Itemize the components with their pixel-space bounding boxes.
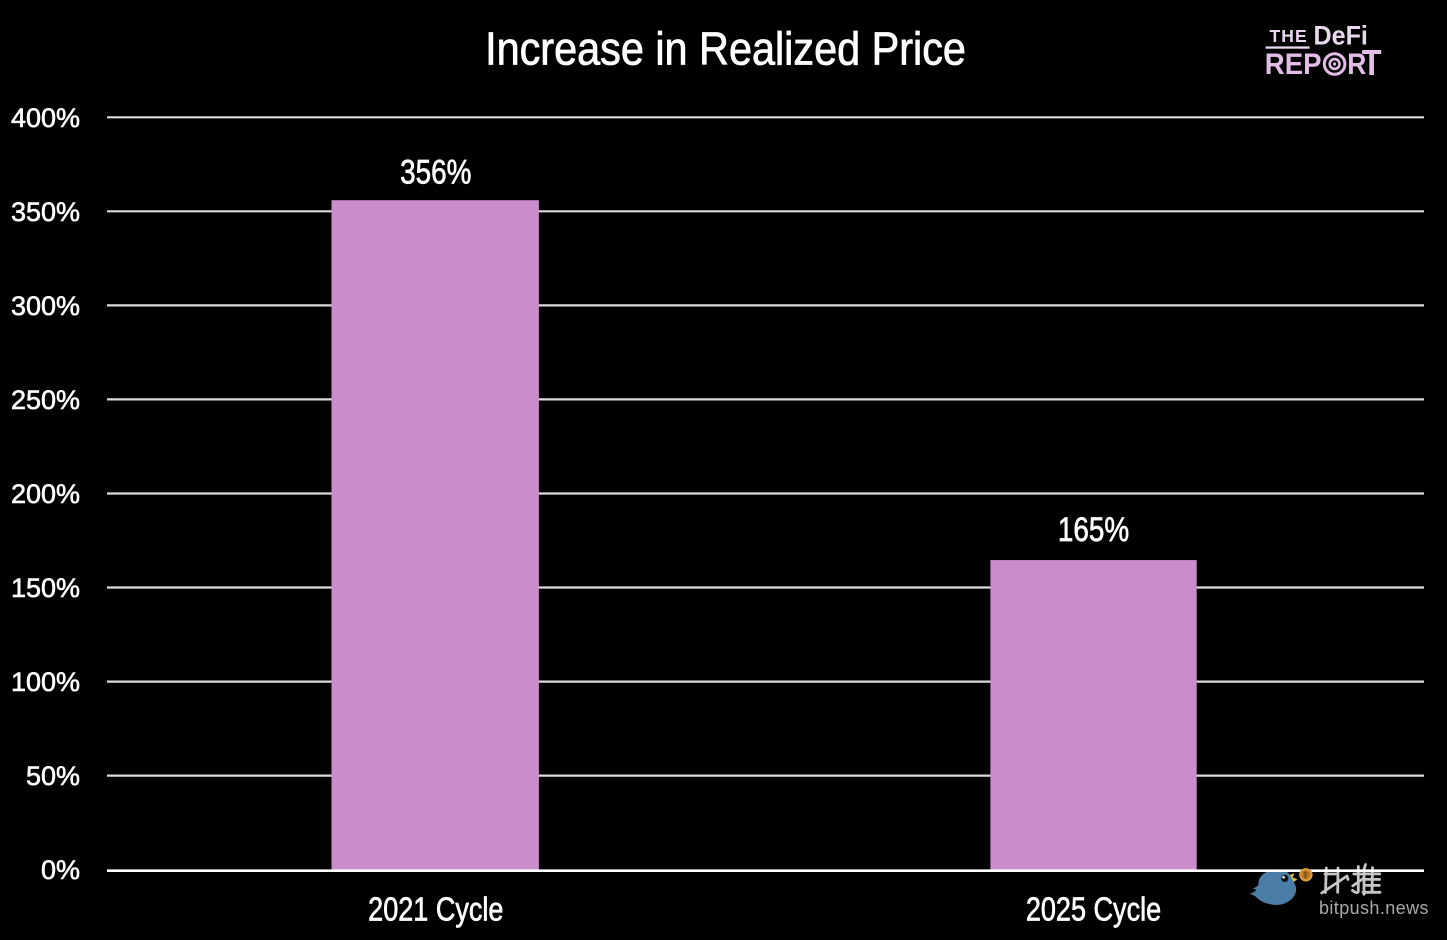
svg-text:100%: 100% bbox=[11, 667, 80, 697]
svg-text:350%: 350% bbox=[11, 197, 80, 227]
svg-text:DeFi: DeFi bbox=[1314, 20, 1368, 51]
svg-text:2025 Cycle: 2025 Cycle bbox=[1026, 892, 1161, 928]
svg-text:50%: 50% bbox=[26, 761, 80, 791]
svg-text:165%: 165% bbox=[1058, 511, 1129, 549]
svg-text:200%: 200% bbox=[11, 479, 80, 509]
svg-text:2021 Cycle: 2021 Cycle bbox=[368, 892, 503, 928]
svg-text:THE: THE bbox=[1270, 26, 1308, 46]
svg-text:300%: 300% bbox=[11, 291, 80, 321]
svg-text:400%: 400% bbox=[11, 103, 80, 133]
svg-text:0%: 0% bbox=[41, 855, 80, 885]
svg-text:Increase in Realized Price: Increase in Realized Price bbox=[485, 24, 966, 76]
svg-text:250%: 250% bbox=[11, 385, 80, 415]
svg-text:REP: REP bbox=[1265, 48, 1322, 81]
svg-text:150%: 150% bbox=[11, 573, 80, 603]
svg-text:356%: 356% bbox=[400, 153, 471, 191]
svg-text:R: R bbox=[1347, 46, 1366, 80]
svg-text:bitpush.news: bitpush.news bbox=[1319, 898, 1429, 918]
svg-text:T: T bbox=[1362, 43, 1382, 83]
